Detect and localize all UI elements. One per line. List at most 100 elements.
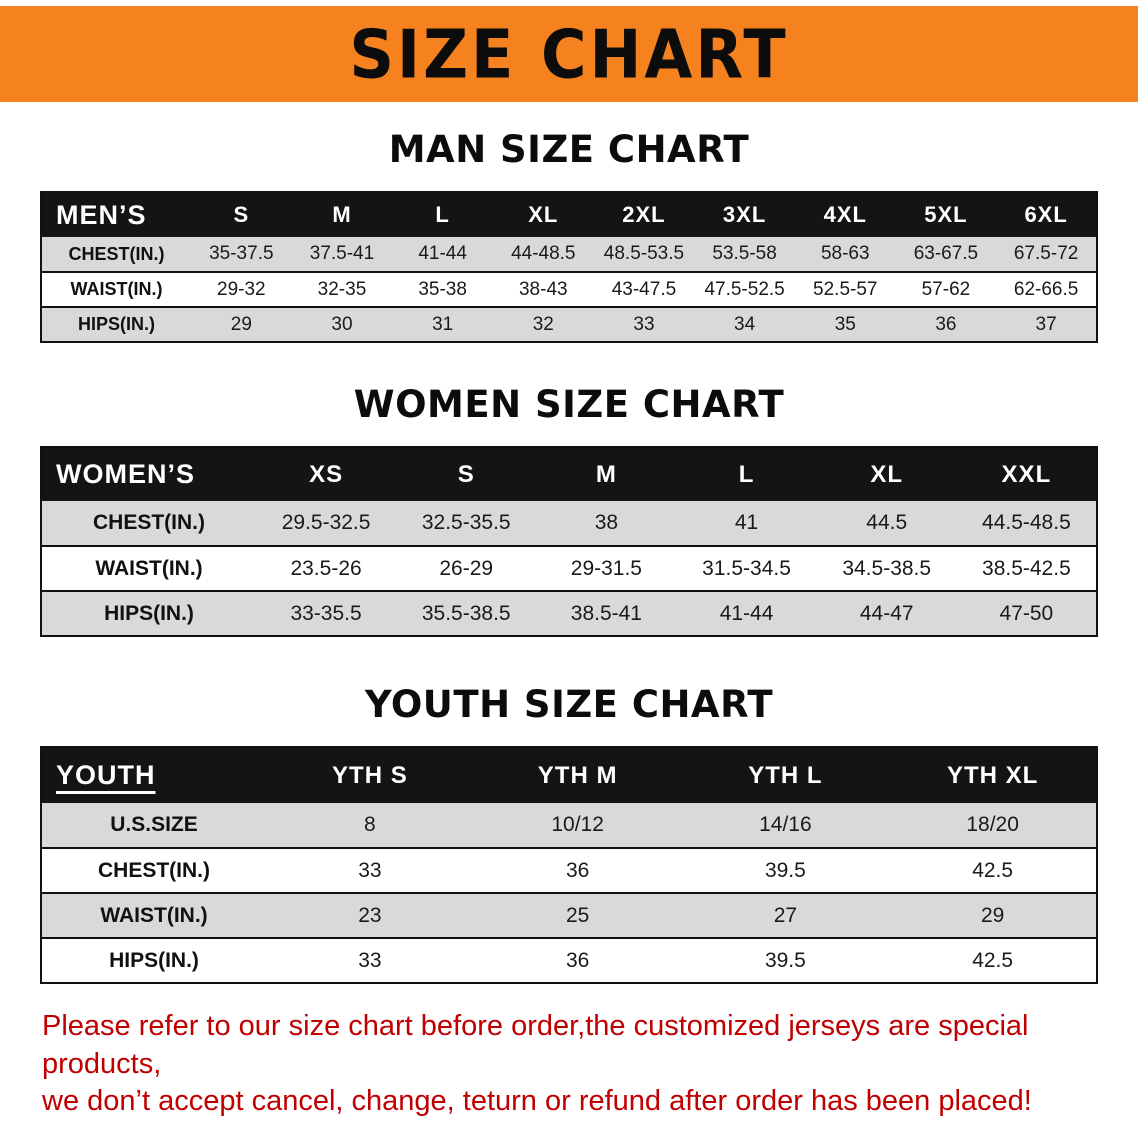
table-row: CHEST(IN.) 33 36 39.5 42.5: [41, 848, 1097, 893]
size-column-header: S: [191, 192, 292, 237]
size-value: 48.5-53.5: [603, 243, 685, 264]
table-header-row: WOMEN’S XS S M L XL XXL: [41, 447, 1097, 501]
measurement-label: WAIST(IN.): [95, 556, 203, 580]
size-value: 47.5-52.5: [704, 278, 785, 300]
size-value: 62-66.5: [1013, 278, 1079, 300]
disclaimer-line-1: Please refer to our size chart before or…: [42, 1010, 1029, 1080]
measurement-label: WAIST(IN.): [100, 903, 208, 927]
size-value: 34: [734, 313, 756, 335]
size-column-header: S: [396, 447, 537, 501]
size-value: 25: [565, 903, 590, 927]
table-row: CHEST(IN.) 35-37.5 37.5-41 41-44 44-48.5 48.5…: [41, 237, 1097, 272]
size-value: 41: [734, 511, 759, 534]
size-value: 33: [358, 858, 382, 882]
size-value: 63-67.5: [913, 243, 979, 264]
men-size-section: MAN SIZE CHART MEN’S S M L XL 2XL 3XL 4XL 5XL 6XL…: [0, 128, 1138, 343]
size-value: 39.5: [764, 858, 806, 882]
size-value: 47-50: [999, 601, 1054, 625]
table-row: CHEST(IN.) 29.5-32.5 32.5-35.5 38 41 44.5 44.5…: [41, 501, 1097, 546]
size-value: 31: [432, 313, 454, 335]
measurement-label: WAIST(IN.): [70, 279, 163, 299]
measurement-label: HIPS(IN.): [77, 314, 155, 334]
size-value: 35.5-38.5: [421, 601, 511, 625]
men-size-table: MEN’S S M L XL 2XL 3XL 4XL 5XL 6XL CHEST(IN.) 35-37…: [40, 191, 1098, 343]
size-value: 33: [633, 313, 655, 335]
table-title-cell: WOMEN’S: [41, 447, 256, 501]
size-column-header: XS: [256, 447, 397, 501]
size-value: 42.5: [972, 858, 1014, 882]
size-value: 36: [565, 858, 590, 882]
size-value: 26-29: [439, 556, 494, 580]
size-value: 53.5-58: [712, 243, 777, 264]
men-section-heading: MAN SIZE CHART: [388, 128, 750, 171]
page-title: SIZE CHART: [349, 14, 789, 94]
disclaimer: Please refer to our size chart before or…: [42, 1008, 1094, 1121]
size-column-header: YTH M: [473, 747, 682, 803]
measurement-label: U.S.SIZE: [110, 813, 198, 836]
size-value: 39.5: [764, 948, 806, 972]
table-row: WAIST(IN.) 29-32 32-35 35-38 38-43 43-47.5 47.…: [41, 272, 1097, 307]
youth-size-table: YOUTH YTH S YTH M YTH L YTH XL U.S.SIZE 8 10/12…: [40, 746, 1098, 984]
size-value: 38: [594, 511, 619, 534]
size-value: 67.5-72: [1013, 243, 1079, 264]
size-value: 38.5-42.5: [982, 556, 1071, 580]
size-column-header: 4XL: [794, 192, 896, 237]
size-column-header: 5XL: [895, 192, 997, 237]
size-value: 23: [358, 903, 382, 927]
measurement-label: HIPS(IN.): [104, 601, 194, 625]
table-title-cell: YOUTH: [41, 747, 266, 803]
size-value: 35-38: [418, 278, 467, 300]
table-row: HIPS(IN.) 29 30 31 32 33 34 35 36 37: [41, 307, 1097, 342]
table-title-cell: MEN’S: [41, 192, 191, 237]
size-value: 29: [980, 903, 1005, 927]
size-column-header: YTH XL: [889, 747, 1097, 803]
size-column-header: YTH L: [681, 747, 890, 803]
size-value: 32.5-35.5: [421, 511, 511, 534]
size-column-header: L: [392, 192, 493, 237]
size-value: 41-44: [719, 601, 774, 625]
measurement-label: CHEST(IN.): [68, 243, 165, 264]
size-value: 44-48.5: [511, 243, 576, 264]
size-value: 36: [565, 948, 590, 972]
size-column-header: M: [291, 192, 393, 237]
size-value: 8: [364, 813, 376, 836]
table-row: WAIST(IN.) 23 25 27 29: [41, 893, 1097, 938]
size-value: 44-47: [859, 601, 914, 625]
size-value: 32-35: [317, 278, 367, 300]
youth-section-heading: YOUTH SIZE CHART: [364, 683, 774, 726]
size-value: 37: [1035, 313, 1057, 335]
size-value: 36: [935, 313, 957, 335]
size-value: 33-35.5: [290, 601, 362, 625]
size-value: 44.5-48.5: [982, 511, 1071, 534]
size-value: 38.5-41: [570, 601, 642, 625]
table-row: WAIST(IN.) 23.5-26 26-29 29-31.5 31.5-34.5 34…: [41, 546, 1097, 591]
size-value: 33: [358, 948, 382, 972]
size-value: 32: [532, 313, 554, 335]
measurement-label: CHEST(IN.): [93, 511, 205, 534]
size-value: 38-43: [518, 278, 568, 300]
size-value: 35-37.5: [209, 243, 274, 264]
size-value: 35: [834, 313, 856, 335]
size-column-header: M: [536, 447, 677, 501]
table-row: U.S.SIZE 8 10/12 14/16 18/20: [41, 803, 1097, 848]
size-value: 14/16: [759, 813, 812, 836]
women-size-table: WOMEN’S XS S M L XL XXL CHEST(IN.) 29.5-32.5 32.5…: [40, 446, 1098, 637]
table-header-row: YOUTH YTH S YTH M YTH L YTH XL: [41, 747, 1097, 803]
size-column-header: 3XL: [694, 192, 795, 237]
table-row: HIPS(IN.) 33-35.5 35.5-38.5 38.5-41 41-44 44-…: [41, 591, 1097, 636]
size-value: 57-62: [921, 278, 971, 300]
size-value: 42.5: [972, 948, 1014, 972]
youth-size-section: YOUTH SIZE CHART YOUTH YTH S YTH M YTH L YTH…: [0, 683, 1138, 984]
size-value: 31.5-34.5: [702, 556, 791, 580]
women-section-heading: WOMEN SIZE CHART: [353, 383, 785, 426]
size-value: 29-31.5: [570, 556, 642, 580]
size-value: 27: [773, 903, 798, 927]
measurement-label: HIPS(IN.): [109, 948, 199, 972]
size-chart-graphic: SIZE CHART MAN SIZE CHART MEN’S S M L XL 2XL 3…: [0, 6, 1138, 1121]
size-value: 23.5-26: [290, 556, 362, 580]
size-column-header: XXL: [956, 447, 1097, 501]
size-value: 18/20: [966, 813, 1019, 836]
size-value: 30: [331, 313, 353, 335]
size-value: 29.5-32.5: [281, 511, 371, 534]
size-value: 34.5-38.5: [842, 556, 932, 580]
